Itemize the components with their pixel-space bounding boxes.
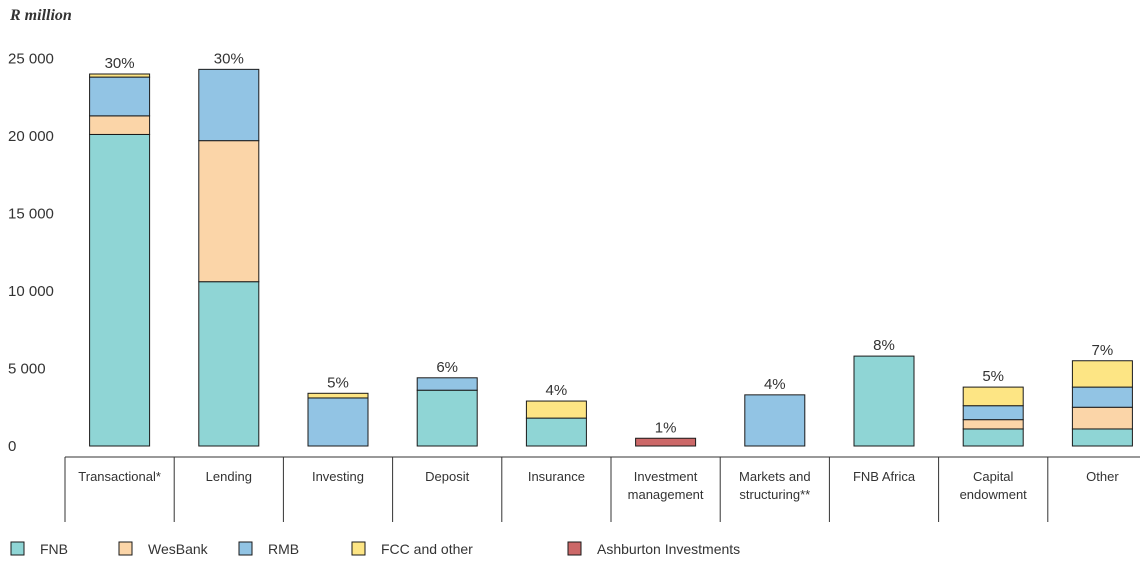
legend: FNB WesBank RMB FCC and other Ashburton Inve… bbox=[10, 541, 740, 557]
share-label: 5% bbox=[327, 374, 349, 391]
y-tick-label: 10 000 bbox=[8, 283, 54, 300]
bar-segment bbox=[744, 394, 806, 447]
legend-swatch bbox=[351, 541, 366, 556]
category-axis: Transactional* Lending Investing Deposit Ins… bbox=[64, 456, 1140, 522]
category-label: Transactional* bbox=[78, 469, 161, 484]
bar-segment bbox=[89, 76, 151, 117]
bar-segment bbox=[635, 437, 697, 447]
category-label: management bbox=[628, 487, 704, 502]
legend-label: Ashburton Investments bbox=[597, 541, 740, 557]
legend-swatch bbox=[567, 541, 582, 556]
bar-segment bbox=[962, 405, 1024, 421]
bar-segment bbox=[416, 389, 478, 447]
category-label: Lending bbox=[206, 469, 252, 484]
y-tick-label: 0 bbox=[8, 438, 16, 455]
bar-segment bbox=[89, 115, 151, 135]
y-tick-label: 20 000 bbox=[8, 128, 54, 145]
share-label: 4% bbox=[764, 376, 786, 393]
category-label: Other bbox=[1086, 469, 1119, 484]
bar-segment bbox=[962, 428, 1024, 447]
share-label: 1% bbox=[655, 419, 677, 436]
category-label: FNB Africa bbox=[853, 469, 916, 484]
share-label: 8% bbox=[873, 337, 895, 354]
share-label: 6% bbox=[436, 359, 458, 376]
bar-segment bbox=[1071, 406, 1133, 430]
bar-segment bbox=[853, 355, 915, 447]
share-label: 5% bbox=[982, 368, 1004, 385]
bar-segment bbox=[525, 417, 587, 447]
category-label: Investing bbox=[312, 469, 364, 484]
share-label: 4% bbox=[546, 382, 568, 399]
bar-segment bbox=[962, 419, 1024, 430]
category-label: Investment bbox=[634, 469, 698, 484]
bar-segment bbox=[962, 386, 1024, 407]
category-label: endowment bbox=[960, 487, 1028, 502]
legend-label: FCC and other bbox=[381, 541, 473, 557]
bar-segment bbox=[198, 68, 260, 142]
bar-segment bbox=[198, 281, 260, 447]
bar-segment bbox=[307, 392, 369, 399]
share-labels: 30% 30% 5% 6% 4% 1% 4% 8% 5% 7% bbox=[105, 50, 1114, 436]
category-label: Deposit bbox=[425, 469, 469, 484]
legend-swatch bbox=[118, 541, 133, 556]
share-label: 30% bbox=[214, 50, 244, 67]
legend-label: FNB bbox=[40, 541, 68, 557]
bars bbox=[89, 68, 1133, 447]
bar-segment bbox=[89, 73, 151, 78]
bar-segment bbox=[307, 397, 369, 447]
share-label: 7% bbox=[1092, 342, 1114, 359]
y-tick-label: 25 000 bbox=[8, 51, 54, 68]
y-tick-label: 5 000 bbox=[8, 361, 46, 378]
bar-segment bbox=[1071, 428, 1133, 447]
legend-swatch bbox=[238, 541, 253, 556]
legend-swatch bbox=[10, 541, 25, 556]
bar-segment bbox=[89, 133, 151, 447]
y-tick-label: 15 000 bbox=[8, 206, 54, 223]
y-axis-ticks: 0 5 000 10 000 15 000 20 000 25 000 bbox=[8, 51, 54, 456]
category-label: Insurance bbox=[528, 469, 585, 484]
legend-label: RMB bbox=[268, 541, 299, 557]
bar-segment bbox=[416, 377, 478, 391]
category-label: structuring** bbox=[739, 487, 810, 502]
bar-segment bbox=[1071, 386, 1133, 408]
category-label: Markets and bbox=[739, 469, 811, 484]
bar-segment bbox=[1071, 360, 1133, 388]
unit-label: R million bbox=[9, 7, 72, 24]
category-label: Capital bbox=[973, 469, 1014, 484]
legend-label: WesBank bbox=[148, 541, 209, 557]
bar-segment bbox=[525, 400, 587, 419]
bar-segment bbox=[198, 140, 260, 283]
share-label: 30% bbox=[105, 55, 135, 72]
